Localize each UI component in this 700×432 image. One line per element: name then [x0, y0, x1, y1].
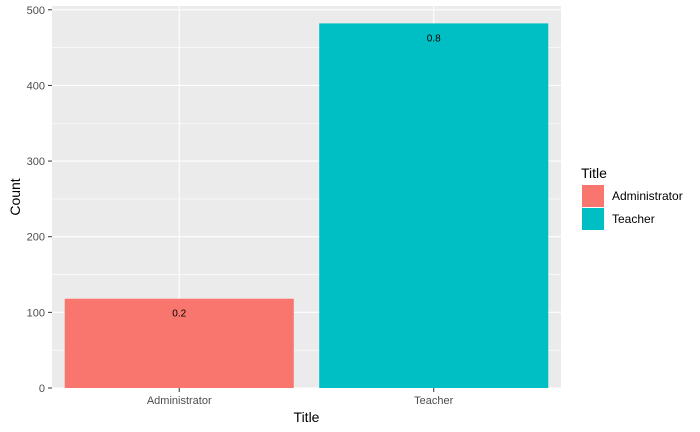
y-tick-label: 500 — [27, 5, 45, 17]
y-tick-label: 0 — [39, 383, 45, 395]
legend: Title Administrator Teacher — [581, 165, 683, 230]
bars — [64, 23, 549, 389]
data-labels: 0.2 0.8 — [172, 33, 441, 319]
y-tick-label: 400 — [27, 80, 45, 92]
legend-title: Title — [581, 165, 607, 181]
y-tick-label: 200 — [27, 232, 45, 244]
legend-key — [582, 185, 604, 207]
legend-label: Administrator — [612, 189, 683, 203]
data-label: 0.8 — [427, 33, 441, 44]
y-tick-label: 100 — [27, 307, 45, 319]
x-axis-title: Title — [294, 409, 320, 425]
y-axis-title: Count — [7, 178, 23, 215]
x-tick-label: Administrator — [147, 395, 212, 407]
x-axis-ticks: Administrator Teacher — [147, 388, 454, 407]
legend-key — [582, 208, 604, 230]
legend-label: Teacher — [612, 212, 655, 226]
bar-teacher — [319, 23, 549, 389]
x-tick-label: Teacher — [414, 395, 453, 407]
bar-administrator — [64, 298, 294, 388]
y-axis-ticks: 0 100 200 300 400 500 — [27, 5, 52, 395]
y-tick-label: 300 — [27, 156, 45, 168]
data-label: 0.2 — [172, 309, 186, 320]
